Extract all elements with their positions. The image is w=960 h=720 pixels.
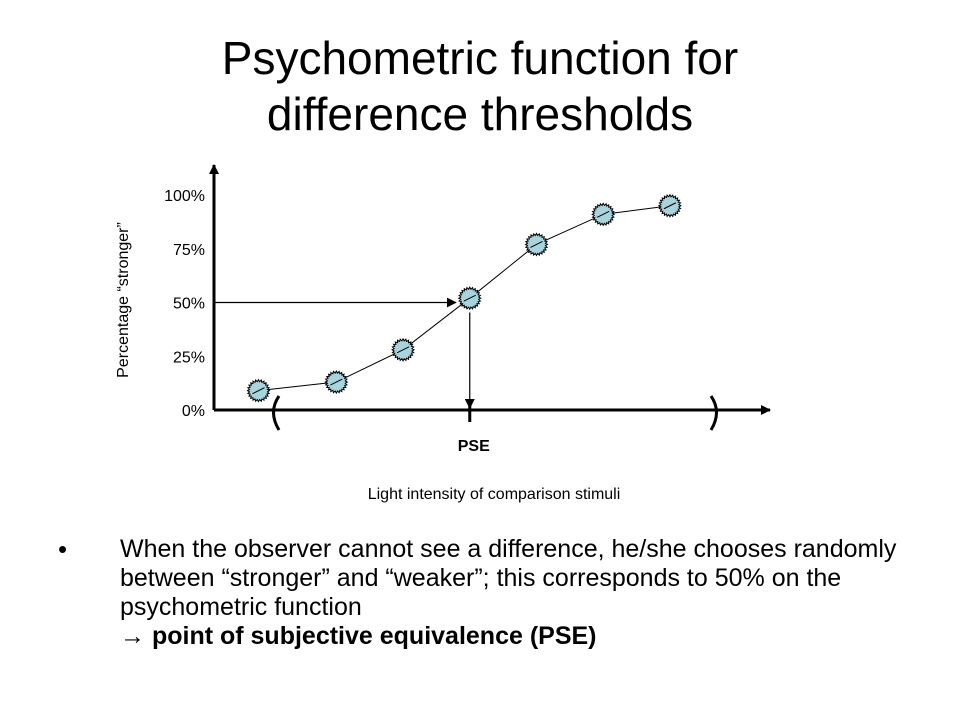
data-point-line <box>252 387 265 395</box>
y-tick-label: 75% <box>173 242 205 259</box>
x-axis-label: Light intensity of comparison stimuli <box>368 486 621 503</box>
title-line-2: difference thresholds <box>266 88 694 140</box>
pse-label: PSE <box>458 438 490 455</box>
data-point-line <box>463 294 476 302</box>
y-tick-label: 100% <box>164 188 205 205</box>
y-axis-label: Percentage “stronger” <box>115 222 132 378</box>
title-line-1: Psychometric function for <box>221 32 739 84</box>
y-tick-label: 25% <box>173 349 205 366</box>
bullet-body: When the observer cannot see a differenc… <box>120 535 897 621</box>
slide-title: Psychometric function for difference thr… <box>0 30 960 142</box>
y-tick-label: 0% <box>182 403 205 420</box>
y-tick-label: 50% <box>173 296 205 313</box>
bullet-bold-conclusion: point of subjective equivalence (PSE) <box>151 622 597 650</box>
bullet-arrow: → <box>120 622 145 650</box>
data-point-line <box>530 241 543 248</box>
range-bracket-left <box>272 395 281 431</box>
data-point-line <box>596 210 610 218</box>
bullet-text: When the observer cannot see a differenc… <box>120 535 920 651</box>
range-bracket-right <box>709 395 718 431</box>
data-point-line <box>396 346 410 354</box>
bullet-symbol: • <box>58 534 68 564</box>
data-point-line <box>330 378 343 386</box>
data-point-line <box>663 202 677 210</box>
